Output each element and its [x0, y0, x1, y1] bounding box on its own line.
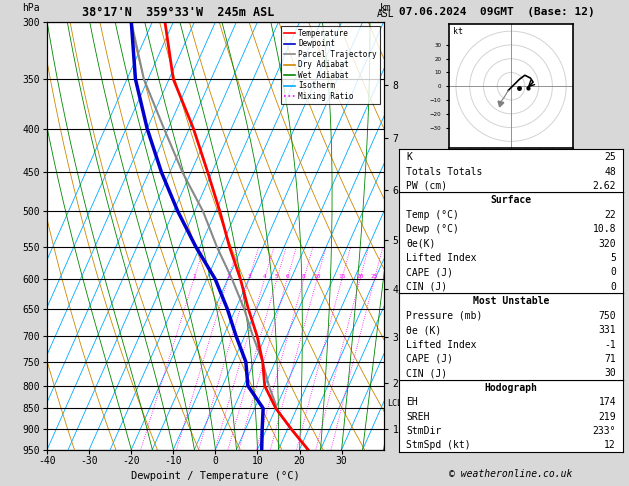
- Text: -1: -1: [604, 340, 616, 349]
- Text: 48: 48: [604, 167, 616, 176]
- Text: Pressure (mb): Pressure (mb): [406, 311, 482, 321]
- Text: 5: 5: [610, 253, 616, 263]
- Text: Hodograph: Hodograph: [484, 383, 538, 393]
- Text: 750: 750: [598, 311, 616, 321]
- Text: kt: kt: [454, 27, 463, 36]
- Text: Surface: Surface: [491, 195, 532, 206]
- Text: CIN (J): CIN (J): [406, 282, 447, 292]
- Text: km: km: [380, 3, 391, 13]
- Text: Most Unstable: Most Unstable: [473, 296, 549, 306]
- Text: 2.62: 2.62: [593, 181, 616, 191]
- Text: 6: 6: [286, 274, 289, 279]
- Text: © weatheronline.co.uk: © weatheronline.co.uk: [449, 469, 573, 479]
- Text: 233°: 233°: [593, 426, 616, 436]
- Text: 12: 12: [604, 440, 616, 451]
- Text: 5: 5: [275, 274, 279, 279]
- Text: 25: 25: [370, 274, 378, 279]
- Text: 10: 10: [313, 274, 321, 279]
- Text: 219: 219: [598, 412, 616, 422]
- X-axis label: Dewpoint / Temperature (°C): Dewpoint / Temperature (°C): [131, 470, 300, 481]
- Text: StmSpd (kt): StmSpd (kt): [406, 440, 470, 451]
- Text: 0: 0: [610, 282, 616, 292]
- Text: 25: 25: [604, 152, 616, 162]
- Text: 07.06.2024  09GMT  (Base: 12): 07.06.2024 09GMT (Base: 12): [399, 7, 595, 17]
- Text: 30: 30: [604, 368, 616, 379]
- Text: θe(K): θe(K): [406, 239, 435, 249]
- Text: 15: 15: [338, 274, 346, 279]
- Text: Lifted Index: Lifted Index: [406, 340, 477, 349]
- Text: 331: 331: [598, 325, 616, 335]
- Text: 3: 3: [247, 274, 251, 279]
- Text: hPa: hPa: [22, 3, 40, 13]
- Legend: Temperature, Dewpoint, Parcel Trajectory, Dry Adiabat, Wet Adiabat, Isotherm, Mi: Temperature, Dewpoint, Parcel Trajectory…: [281, 26, 380, 104]
- Text: 8: 8: [302, 274, 306, 279]
- Text: 4: 4: [263, 274, 267, 279]
- Text: PW (cm): PW (cm): [406, 181, 447, 191]
- Text: 10.8: 10.8: [593, 224, 616, 234]
- Text: 38°17'N  359°33'W  245m ASL: 38°17'N 359°33'W 245m ASL: [82, 6, 274, 18]
- Text: θe (K): θe (K): [406, 325, 442, 335]
- Text: CIN (J): CIN (J): [406, 368, 447, 379]
- Text: 1: 1: [192, 274, 196, 279]
- Text: Temp (°C): Temp (°C): [406, 210, 459, 220]
- Text: Lifted Index: Lifted Index: [406, 253, 477, 263]
- Text: SREH: SREH: [406, 412, 430, 422]
- Text: ASL: ASL: [377, 9, 394, 19]
- Text: LCL: LCL: [387, 399, 402, 408]
- Text: CAPE (J): CAPE (J): [406, 267, 453, 278]
- Text: 0: 0: [610, 267, 616, 278]
- Text: 20: 20: [356, 274, 364, 279]
- Text: 71: 71: [604, 354, 616, 364]
- Text: Totals Totals: Totals Totals: [406, 167, 482, 176]
- Text: EH: EH: [406, 397, 418, 407]
- Text: 320: 320: [598, 239, 616, 249]
- Text: K: K: [406, 152, 412, 162]
- Text: 174: 174: [598, 397, 616, 407]
- Text: CAPE (J): CAPE (J): [406, 354, 453, 364]
- Text: 22: 22: [604, 210, 616, 220]
- Text: Mixing Ratio (g/kg): Mixing Ratio (g/kg): [420, 188, 428, 283]
- Text: StmDir: StmDir: [406, 426, 442, 436]
- Text: 2: 2: [226, 274, 230, 279]
- Text: Dewp (°C): Dewp (°C): [406, 224, 459, 234]
